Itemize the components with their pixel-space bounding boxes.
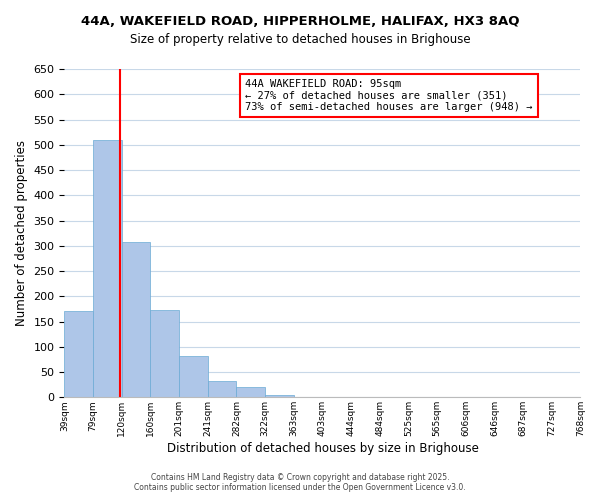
Bar [122,242,151,398]
Bar [93,140,122,398]
Bar [151,310,179,398]
Bar [64,312,93,398]
Bar [265,396,294,398]
Bar [294,397,322,398]
X-axis label: Distribution of detached houses by size in Brighouse: Distribution of detached houses by size … [167,442,478,455]
Text: 44A WAKEFIELD ROAD: 95sqm
← 27% of detached houses are smaller (351)
73% of semi: 44A WAKEFIELD ROAD: 95sqm ← 27% of detac… [245,79,533,112]
Text: Size of property relative to detached houses in Brighouse: Size of property relative to detached ho… [130,32,470,46]
Text: Contains HM Land Registry data © Crown copyright and database right 2025.
Contai: Contains HM Land Registry data © Crown c… [134,473,466,492]
Bar [179,356,208,398]
Bar [208,380,236,398]
Bar [552,397,580,398]
Text: 44A, WAKEFIELD ROAD, HIPPERHOLME, HALIFAX, HX3 8AQ: 44A, WAKEFIELD ROAD, HIPPERHOLME, HALIFA… [81,15,519,28]
Y-axis label: Number of detached properties: Number of detached properties [15,140,28,326]
Bar [236,386,265,398]
